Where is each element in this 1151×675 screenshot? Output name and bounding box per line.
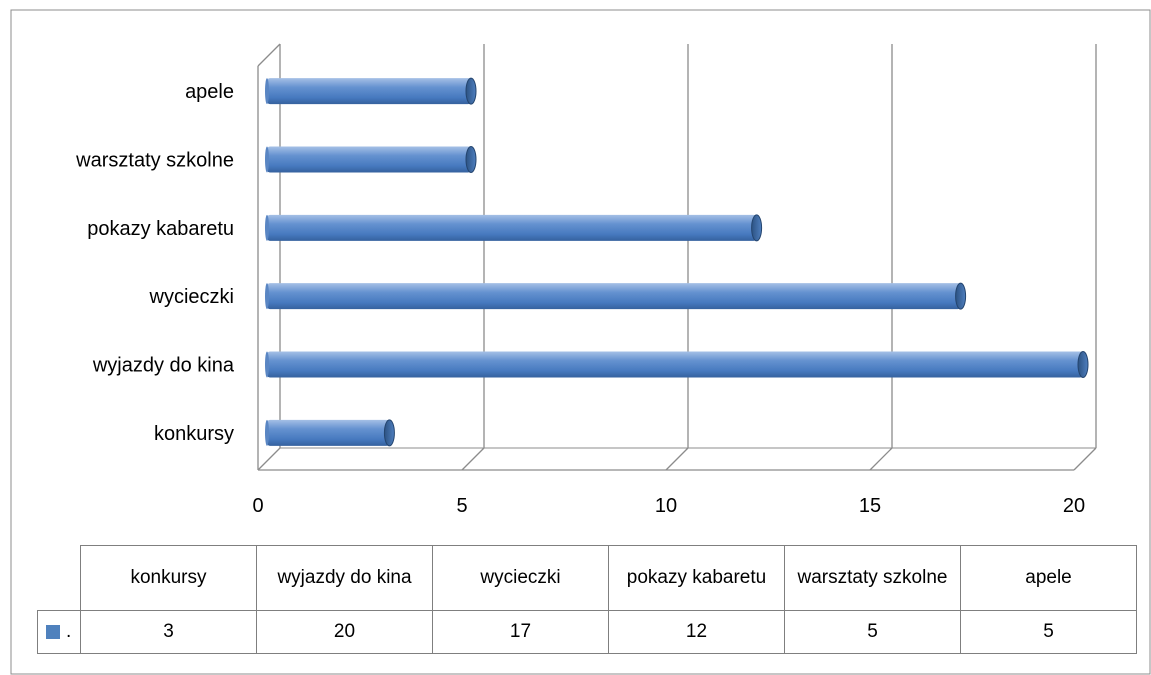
bar bbox=[267, 419, 390, 446]
category-label: wycieczki bbox=[149, 286, 234, 308]
bar-start-cap bbox=[265, 283, 269, 310]
bar-end-cap bbox=[955, 282, 967, 310]
bar-start-cap bbox=[265, 351, 269, 378]
data-table-value: 5 bbox=[960, 610, 1137, 654]
bar bbox=[267, 78, 471, 105]
left-wall-top-edge bbox=[257, 43, 281, 67]
bar-end-cap bbox=[1077, 351, 1089, 378]
x-tick-label: 15 bbox=[859, 495, 881, 517]
floor-gridline bbox=[461, 447, 485, 471]
data-table: konkursy wyjazdy do kina wycieczki pokaz… bbox=[37, 545, 1137, 654]
category-label: wyjazdy do kina bbox=[92, 355, 235, 377]
data-table-header: konkursy bbox=[80, 545, 257, 611]
category-label: pokazy kabaretu bbox=[87, 218, 234, 240]
data-table-header: wyjazdy do kina bbox=[256, 545, 433, 611]
legend-key-icon bbox=[46, 624, 60, 639]
data-table-value: 3 bbox=[80, 610, 257, 654]
category-label: apele bbox=[185, 81, 234, 103]
data-table-value-row: . 3 20 17 12 5 5 bbox=[37, 610, 1137, 654]
data-table-value: 20 bbox=[256, 610, 433, 654]
chart-border bbox=[10, 9, 1151, 675]
data-table-corner bbox=[37, 545, 81, 611]
bar bbox=[267, 283, 961, 310]
series-name: . bbox=[66, 621, 72, 642]
bar-end-cap bbox=[751, 214, 763, 242]
data-table-header: pokazy kabaretu bbox=[608, 545, 785, 611]
floor-gridline bbox=[1073, 447, 1097, 471]
bar-start-cap bbox=[265, 214, 269, 241]
bar-start-cap bbox=[265, 419, 269, 446]
data-table-header-row: konkursy wyjazdy do kina wycieczki pokaz… bbox=[37, 545, 1137, 611]
legend-cell: . bbox=[37, 610, 81, 654]
category-labels: konkursy wyjazdy do kina wycieczki pokazy … bbox=[75, 81, 235, 445]
data-table-header: warsztaty szkolne bbox=[784, 545, 961, 611]
bar bbox=[267, 214, 757, 241]
data-table-header: wycieczki bbox=[432, 545, 609, 611]
category-label: konkursy bbox=[154, 423, 234, 445]
gridlines bbox=[257, 43, 1097, 471]
data-table-header: apele bbox=[960, 545, 1137, 611]
bar-start-cap bbox=[265, 146, 269, 173]
bars bbox=[265, 77, 1089, 447]
data-table-value: 17 bbox=[432, 610, 609, 654]
x-tick-label: 20 bbox=[1063, 495, 1085, 517]
bar-end-cap bbox=[465, 146, 477, 173]
floor-gridline bbox=[869, 447, 893, 471]
x-tick-label: 10 bbox=[655, 495, 677, 517]
floor-gridline bbox=[665, 447, 689, 471]
data-table-value: 5 bbox=[784, 610, 961, 654]
x-tick-label: 0 bbox=[252, 495, 263, 517]
bar-end-cap bbox=[465, 77, 477, 105]
category-label: warsztaty szkolne bbox=[75, 150, 234, 172]
bar bbox=[267, 146, 471, 173]
x-tick-labels: 0 5 10 15 20 bbox=[252, 495, 1085, 517]
bar-end-cap bbox=[383, 419, 395, 447]
x-tick-label: 5 bbox=[456, 495, 467, 517]
data-table-value: 12 bbox=[608, 610, 785, 654]
floor-gridline bbox=[257, 447, 281, 471]
bar-start-cap bbox=[265, 78, 269, 105]
bar bbox=[267, 351, 1083, 378]
